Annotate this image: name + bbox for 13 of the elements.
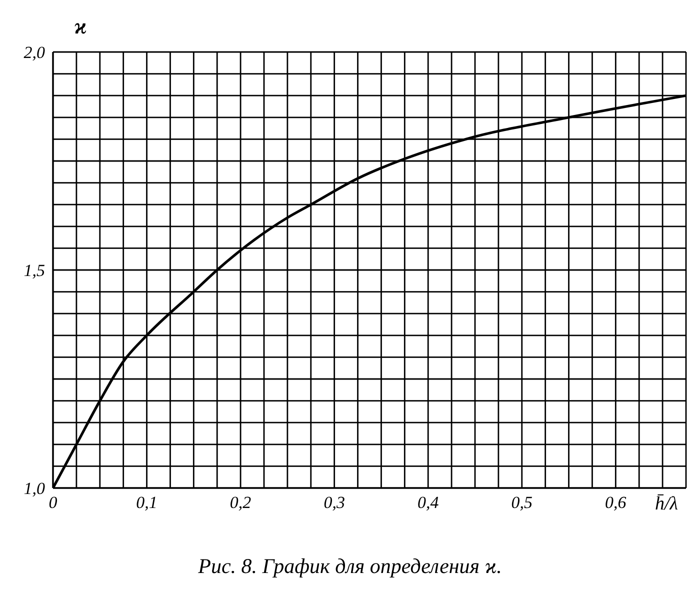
y-tick-label: 1,0: [24, 479, 46, 498]
x-tick-label: 0,2: [230, 493, 252, 512]
y-tick-label: 1,5: [24, 261, 45, 280]
x-tick-label: 0,3: [324, 493, 345, 512]
x-tick-label: 0,1: [136, 493, 158, 512]
x-tick-label: 0,4: [417, 493, 440, 512]
x-axis-title: h̄/λ: [654, 493, 678, 514]
y-axis-title: ϰ: [74, 14, 87, 39]
text: Рис. 8. График для определения ϰ.: [197, 554, 503, 579]
x-tick-label: 0,6: [605, 493, 627, 512]
x-tick-label: 0,5: [511, 493, 533, 512]
y-tick-label: 2,0: [24, 43, 46, 62]
x-tick-label: 0: [48, 493, 58, 512]
